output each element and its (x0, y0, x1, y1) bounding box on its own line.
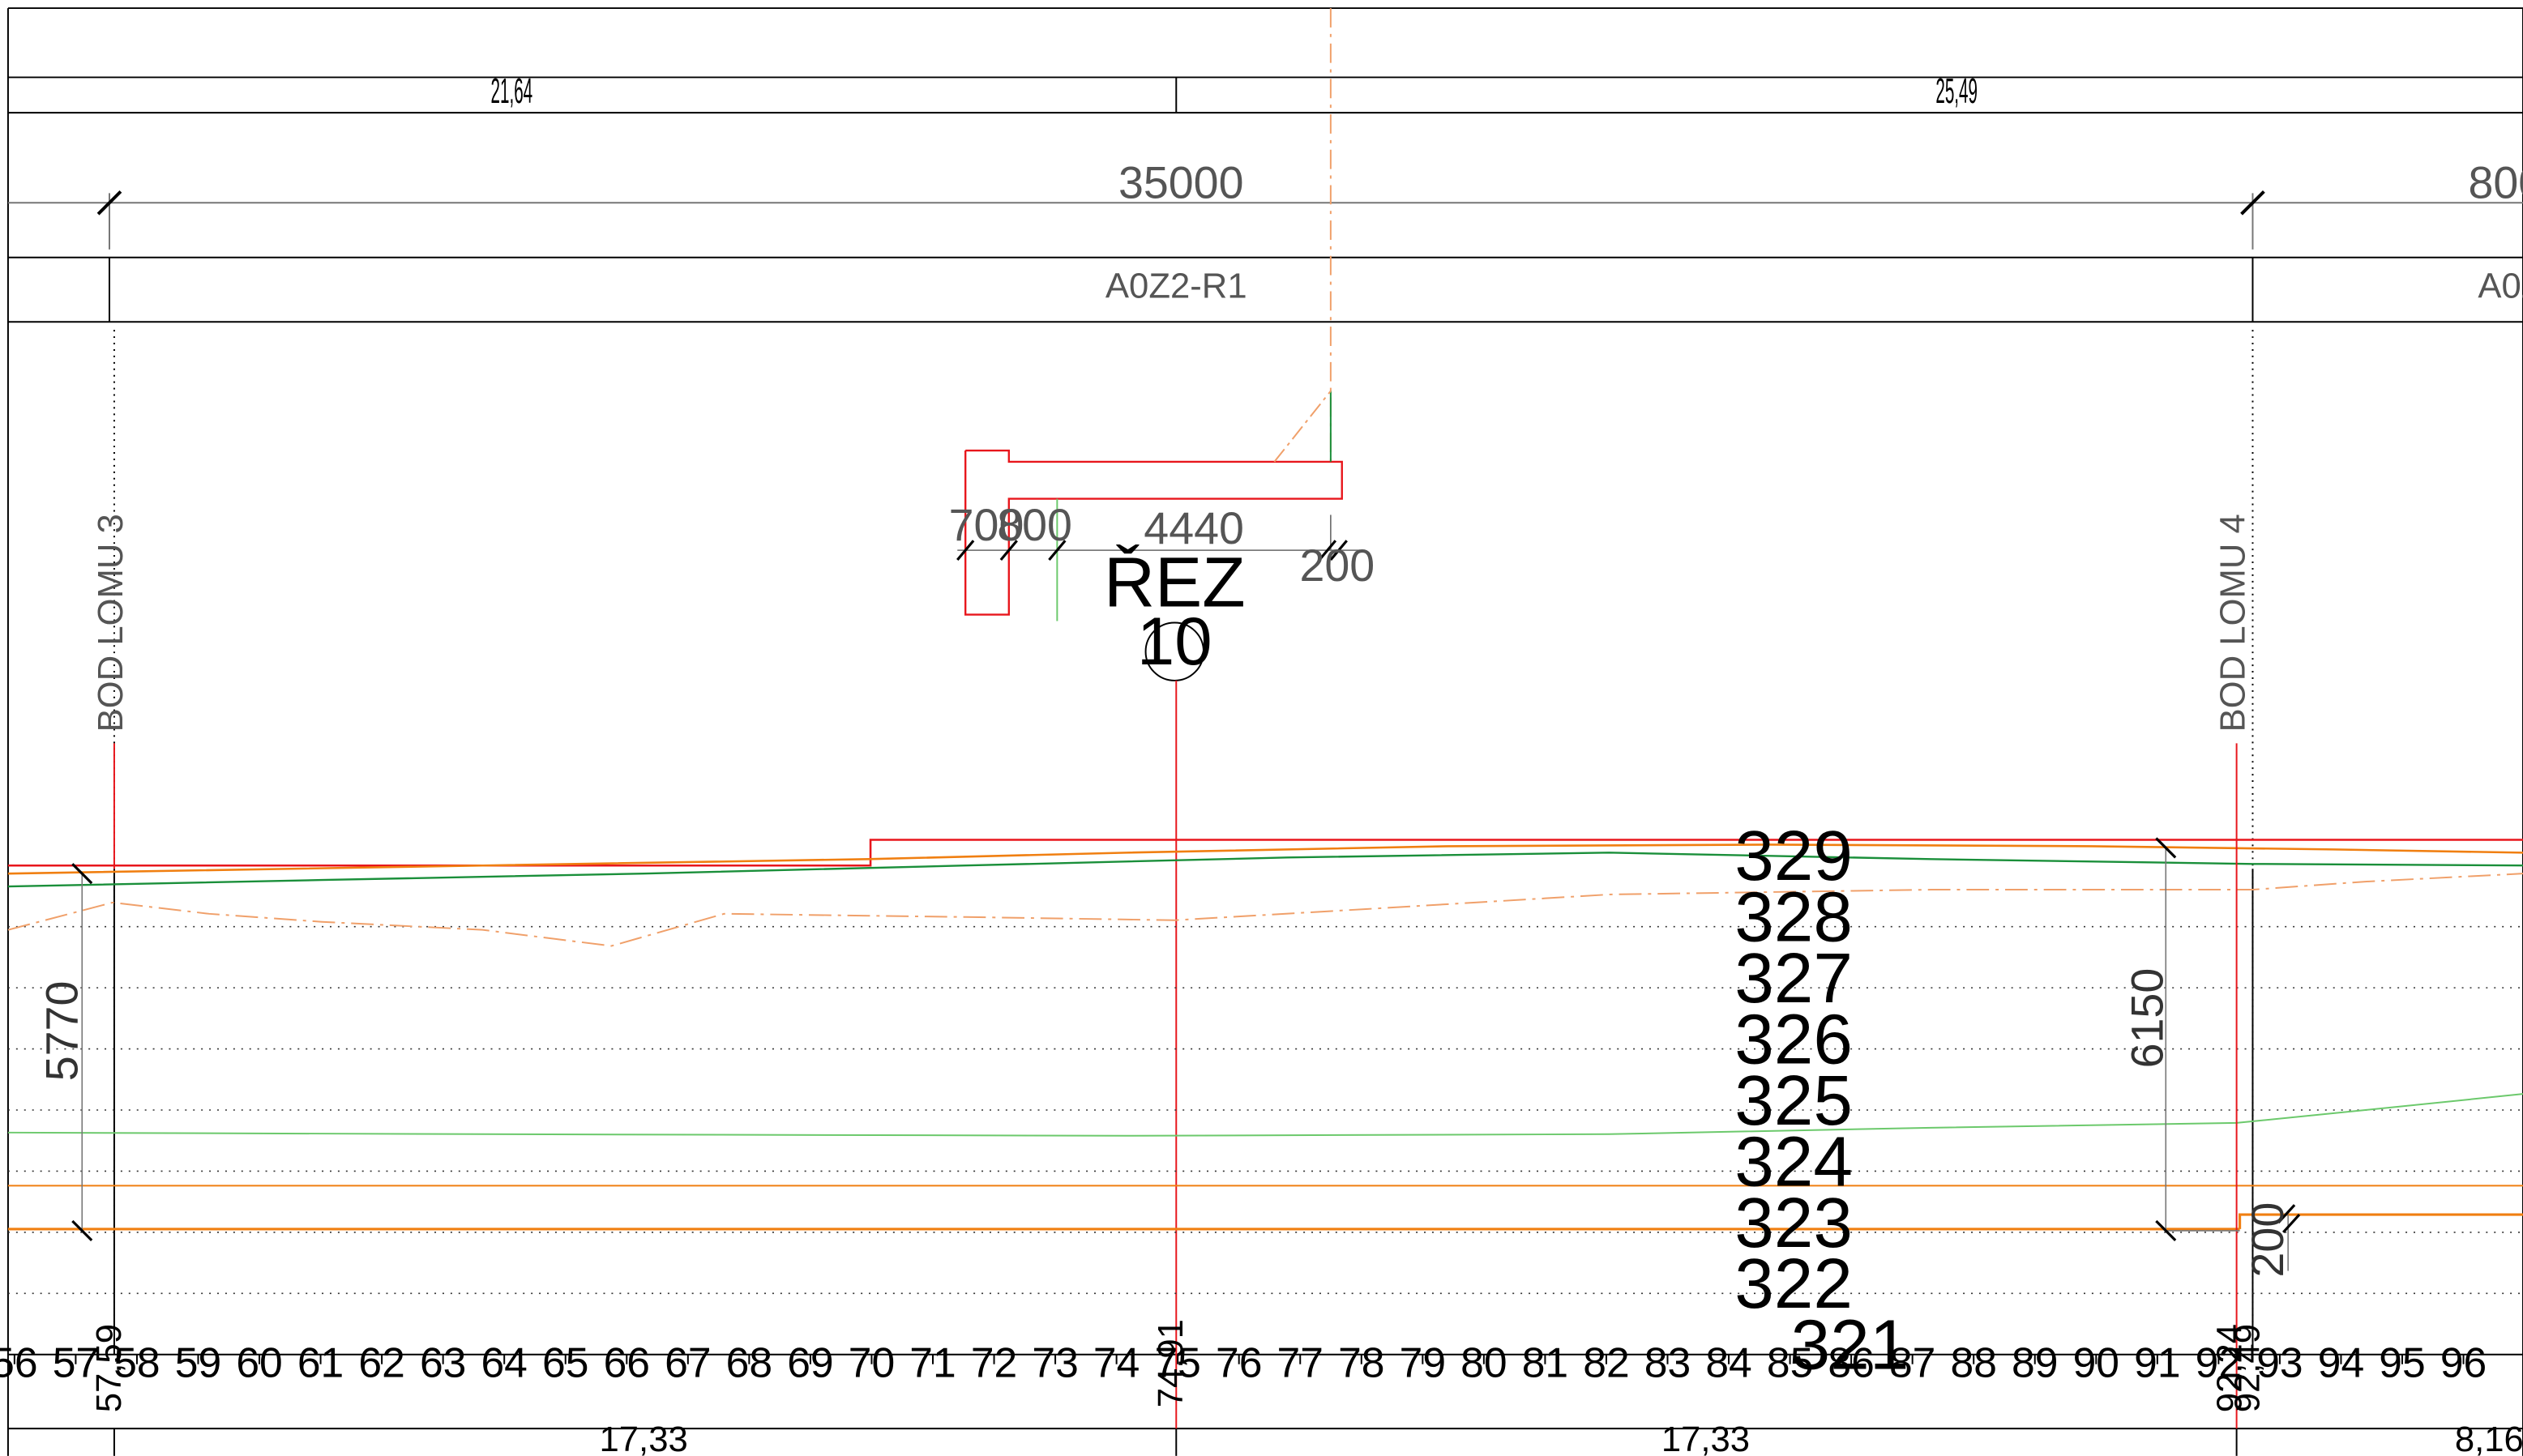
existing-terrain-dash (7, 873, 2523, 947)
station-label: 86 (1828, 1339, 1874, 1386)
station-label: 89 (2012, 1339, 2058, 1386)
station-label: 83 (1644, 1339, 1691, 1386)
station-label: 85 (1767, 1339, 1813, 1386)
section-number: 10 (1137, 604, 1212, 679)
section-dash-slope (1273, 390, 1332, 463)
station-label: 80 (1460, 1339, 1507, 1386)
station-label: 56 (0, 1339, 38, 1386)
station-label: 70 (849, 1339, 895, 1386)
station-label: 75 (1154, 1339, 1200, 1386)
elevation-label: 327 (1734, 938, 1853, 1018)
station-label: 73 (1032, 1339, 1078, 1386)
station-label: 58 (113, 1339, 160, 1386)
station-mark-right-2: 92,49 (2227, 1324, 2267, 1412)
station-axis: 56 57 58 59 60 61 62 63 64 65 66 67 68 69 70 71 72 73 74 75… (0, 1339, 2487, 1386)
station-label: 81 (1522, 1339, 1568, 1386)
station-label: 82 (1583, 1339, 1629, 1386)
station-label: 60 (236, 1339, 282, 1386)
span-ticks (96, 190, 2265, 216)
elevation-label: 329 (1734, 816, 1853, 895)
station-label: 95 (2379, 1339, 2425, 1386)
elevation-label: 325 (1734, 1061, 1853, 1140)
bottom-length-2: 17,33 (1661, 1420, 1750, 1456)
station-label: 69 (787, 1339, 833, 1386)
station-label: 93 (2256, 1339, 2303, 1386)
station-label: 84 (1705, 1339, 1751, 1386)
elevation-grid (7, 925, 2523, 1295)
height-dimensions (71, 837, 2301, 1271)
lower-orange-right (2238, 1213, 2523, 1229)
section-outline (964, 449, 1343, 616)
station-label: 74 (1093, 1339, 1140, 1386)
top-length-1: 21,64 (491, 71, 533, 111)
elevation-labels: 329 328 327 326 325 324 323 322 321 (1734, 816, 1909, 1385)
segment-right-label: A0Z2-R (2478, 266, 2523, 305)
station-label: 91 (2134, 1339, 2180, 1386)
right-height-value: 6150 (2122, 968, 2172, 1069)
section-dim-700: 700 (949, 500, 1024, 550)
lower-green-line (7, 1093, 2523, 1137)
station-label: 76 (1216, 1339, 1262, 1386)
bottom-length-1: 17,33 (600, 1420, 688, 1456)
span-main-value: 35000 (1118, 157, 1244, 207)
station-label: 68 (726, 1339, 772, 1386)
span-dimension (7, 193, 2523, 250)
station-label: 94 (2318, 1339, 2364, 1386)
station-label: 72 (971, 1339, 1017, 1386)
station-marks: 57,59 74,91 92,24 92,49 (89, 1319, 2268, 1412)
station-label: 64 (481, 1339, 527, 1386)
elevation-label: 322 (1734, 1244, 1853, 1323)
section-dim-200: 200 (1299, 540, 1375, 591)
top-length-2: 25,49 (1935, 71, 1978, 111)
drawing-frame (6, 7, 2523, 1456)
span-right-value: 8000 (2468, 157, 2523, 207)
elevation-label: 324 (1734, 1121, 1853, 1201)
section-dim-4440: 4440 (1144, 503, 1244, 553)
section-dim-ticks (956, 540, 1348, 561)
section-title: ŘEZ (1104, 543, 1246, 622)
station-label: 87 (1889, 1339, 1935, 1386)
station-label: 66 (604, 1339, 650, 1386)
station-label: 92 (2196, 1339, 2242, 1386)
elevation-label: 323 (1734, 1183, 1853, 1262)
station-label: 63 (420, 1339, 466, 1386)
elevation-label: 326 (1734, 999, 1853, 1078)
station-mark-left: 57,59 (89, 1324, 129, 1412)
station-label: 62 (358, 1339, 404, 1386)
station-label: 90 (2073, 1339, 2119, 1386)
station-label: 77 (1277, 1339, 1324, 1386)
bottom-length-3: 8,16 (2455, 1420, 2523, 1456)
break-point-right-label: BOD LOMU 4 (2213, 514, 2253, 732)
station-mark-section: 74,91 (1151, 1319, 1191, 1407)
station-label: 65 (542, 1339, 588, 1386)
station-label: 79 (1400, 1339, 1446, 1386)
station-label: 59 (175, 1339, 221, 1386)
profile-lines (7, 743, 2523, 1429)
section-detail: 700 800 4440 200 (949, 390, 1375, 621)
station-label: 61 (297, 1339, 344, 1386)
section-dim-800: 800 (997, 500, 1072, 550)
station-label: 67 (665, 1339, 711, 1386)
section-marker-circle (1144, 621, 1205, 681)
station-label: 57 (53, 1339, 99, 1386)
station-label: 71 (909, 1339, 956, 1386)
station-label: 88 (1951, 1339, 1997, 1386)
left-height-value: 5770 (36, 981, 87, 1082)
right-offset-value: 200 (2243, 1202, 2293, 1278)
segment-main-label: A0Z2-R1 (1105, 266, 1247, 305)
station-mark-right-1: 92,24 (2210, 1324, 2250, 1412)
break-point-left-label: BOD LOMU 3 (91, 514, 130, 732)
station-label: 78 (1338, 1339, 1384, 1386)
top-orange-line (7, 843, 2523, 875)
elevation-label: 328 (1734, 877, 1853, 957)
terrain-green-line (7, 852, 2523, 888)
elevation-label: 321 (1791, 1305, 1909, 1385)
station-label: 96 (2440, 1339, 2487, 1386)
